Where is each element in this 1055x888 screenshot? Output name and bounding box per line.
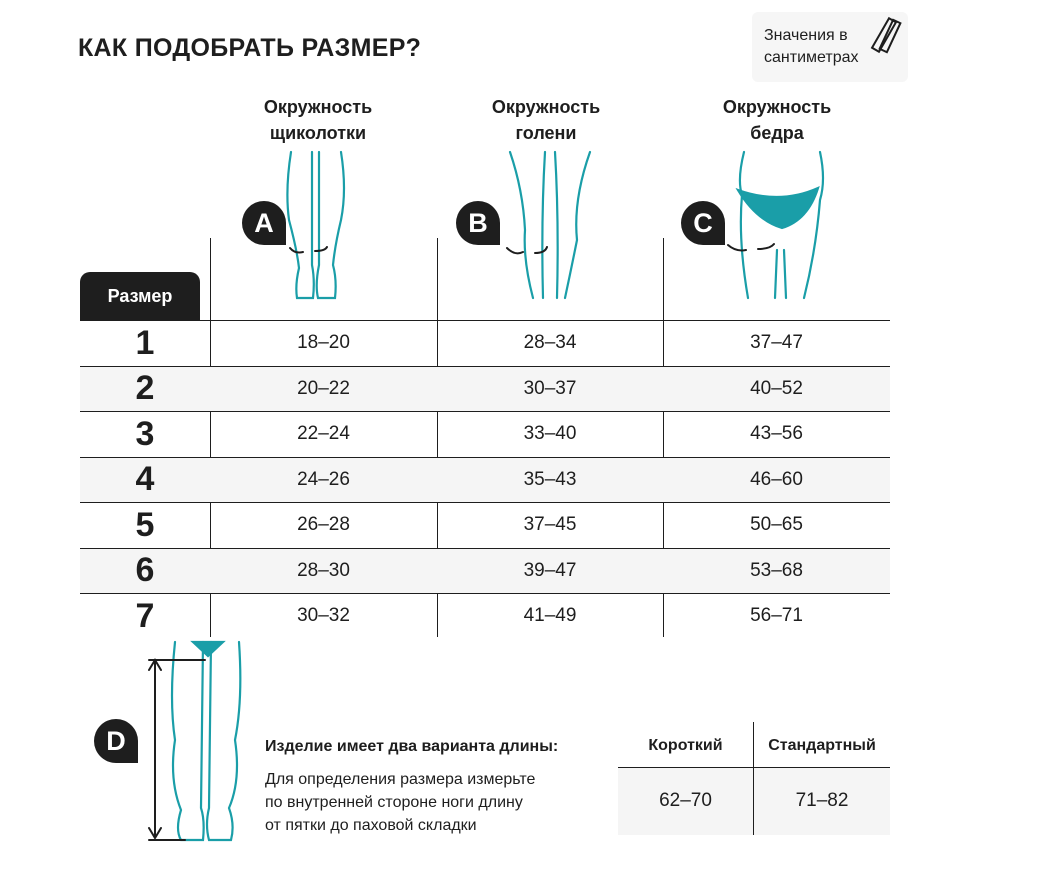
- thigh-cell: 56–71: [750, 605, 803, 627]
- size-cell: 6: [135, 551, 155, 590]
- thigh-cell: 37–47: [750, 332, 803, 354]
- thigh-cell: 43–56: [750, 423, 803, 445]
- ankle-cell: 26–28: [297, 514, 350, 536]
- thigh-illustration: [727, 150, 825, 300]
- ankle-cell: 22–24: [297, 423, 350, 445]
- size-cell: 5: [135, 505, 155, 544]
- table-row: 5 26–28 37–45 50–65: [80, 502, 890, 548]
- thigh-cell: 50–65: [750, 514, 803, 536]
- length-values-row: [618, 767, 890, 835]
- length-header-short: Короткий: [648, 737, 723, 754]
- thigh-cell: 53–68: [750, 559, 803, 581]
- leg-length-illustration: [148, 640, 242, 842]
- ankle-cell: 18–20: [297, 332, 350, 354]
- length-header-standard: Стандартный: [768, 737, 876, 754]
- thigh-cell: 46–60: [750, 468, 803, 490]
- size-cell: 2: [135, 369, 155, 408]
- calf-cell: 30–37: [523, 377, 577, 399]
- table-row: 2 20–22 30–37 40–52: [80, 365, 890, 411]
- length-value-short: 62–70: [659, 790, 712, 811]
- calf-cell: 35–43: [523, 468, 577, 490]
- units-note: Значения в сантиметрах: [752, 12, 908, 82]
- ankle-illustration: [286, 150, 346, 300]
- ankle-cell: 24–26: [297, 468, 350, 490]
- size-header: Размер: [80, 272, 200, 320]
- units-line-1: Значения в: [764, 27, 848, 44]
- size-cell: 3: [135, 414, 155, 453]
- calf-cell: 41–49: [523, 605, 577, 627]
- table-row: 1 18–20 28–34 37–47: [80, 320, 890, 366]
- length-description: Для определения размера измерьте по внутр…: [265, 771, 536, 834]
- size-cell: 1: [135, 323, 155, 362]
- badge-a: A: [242, 201, 286, 245]
- length-value-standard: 71–82: [795, 790, 849, 811]
- divider: [437, 238, 438, 637]
- divider: [210, 238, 211, 637]
- size-cell: 4: [135, 460, 155, 499]
- badge-d: D: [94, 719, 138, 763]
- size-cell: 7: [135, 596, 155, 635]
- ruler-icon: [870, 16, 902, 54]
- thigh-cell: 40–52: [750, 377, 803, 399]
- calf-cell: 39–47: [523, 559, 577, 581]
- calf-cell: 33–40: [523, 423, 577, 445]
- table-row: 3 22–24 33–40 43–56: [80, 411, 890, 457]
- calf-illustration: [506, 150, 592, 300]
- ankle-cell: 30–32: [297, 605, 350, 627]
- calf-cell: 28–34: [523, 332, 577, 354]
- badge-b: B: [456, 201, 500, 245]
- column-header-thigh: Окружность бедра: [722, 97, 832, 143]
- ankle-cell: 20–22: [297, 377, 350, 399]
- divider: [753, 722, 754, 835]
- units-line-2: сантиметрах: [764, 49, 859, 66]
- badge-c: C: [681, 201, 725, 245]
- page-title: КАК ПОДОБРАТЬ РАЗМЕР?: [78, 34, 422, 62]
- column-header-ankle: Окружность щиколотки: [263, 97, 373, 143]
- calf-cell: 37–45: [523, 514, 577, 536]
- length-title: Изделие имеет два варианта длины:: [265, 738, 559, 755]
- column-header-calf: Окружность голени: [491, 97, 601, 143]
- table-row: 7 30–32 41–49 56–71: [80, 593, 890, 639]
- table-row: 6 28–30 39–47 53–68: [80, 547, 890, 593]
- table-row: 4 24–26 35–43 46–60: [80, 456, 890, 502]
- ankle-cell: 28–30: [297, 559, 350, 581]
- divider: [663, 238, 664, 637]
